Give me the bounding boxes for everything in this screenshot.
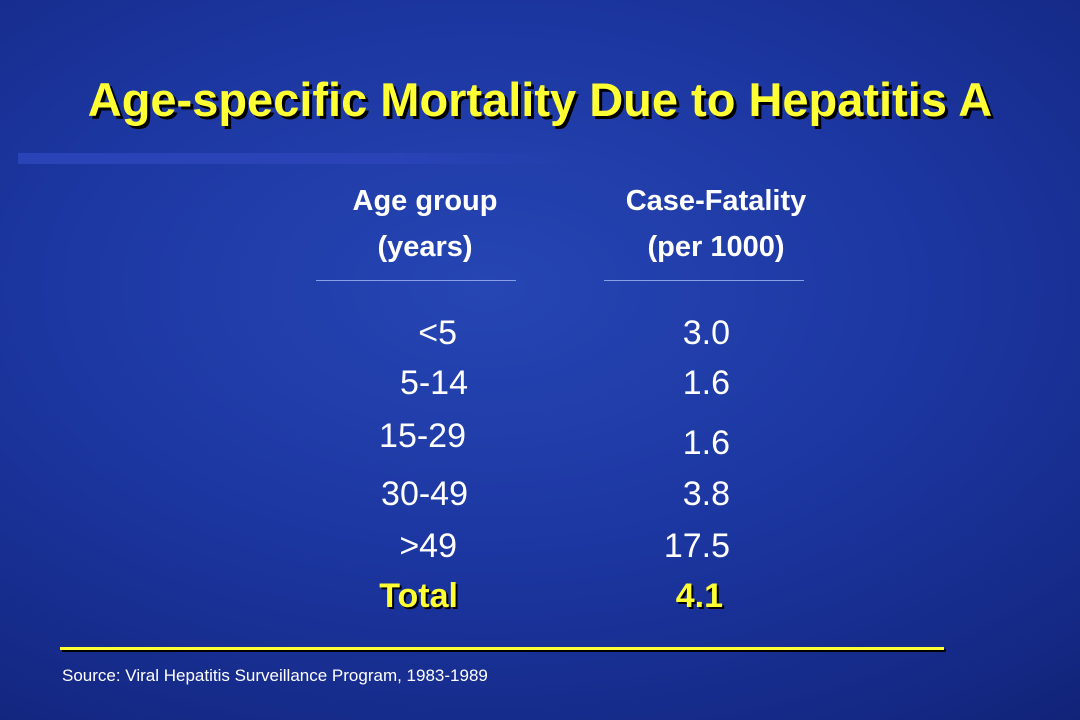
age-group-header-rule (316, 280, 516, 281)
rate-cell: 3.8 (682, 475, 730, 513)
age-cell: 30-49 (381, 475, 468, 513)
case-fatality-header-line1: Case-Fatality (625, 185, 807, 217)
slide-title: Age-specific Mortality Due to Hepatitis … (87, 73, 993, 126)
rate-cell: 17.5 (663, 527, 730, 565)
age-group-header: Age group (years) (316, 178, 534, 270)
case-fatality-header: Case-Fatality (per 1000) (596, 178, 836, 270)
age-cell: <5 (418, 314, 457, 352)
title-underline (18, 153, 578, 164)
age-cell: 5-14 (399, 364, 468, 402)
age-group-header-line2: (years) (377, 231, 473, 263)
source-note: Source: Viral Hepatitis Surveillance Pro… (62, 666, 488, 685)
age-group-header-line1: Age group (352, 185, 498, 217)
case-fatality-header-line2: (per 1000) (647, 231, 785, 263)
age-cell: >49 (399, 527, 457, 565)
total-label: Total (379, 577, 458, 615)
rate-cell: 1.6 (682, 424, 730, 462)
case-fatality-header-rule (604, 280, 804, 281)
rate-cell: 3.0 (682, 314, 730, 352)
rate-cell: 1.6 (682, 364, 730, 402)
bottom-divider (60, 647, 944, 650)
total-rate: 4.1 (675, 577, 723, 615)
age-cell: 15-29 (379, 417, 466, 455)
